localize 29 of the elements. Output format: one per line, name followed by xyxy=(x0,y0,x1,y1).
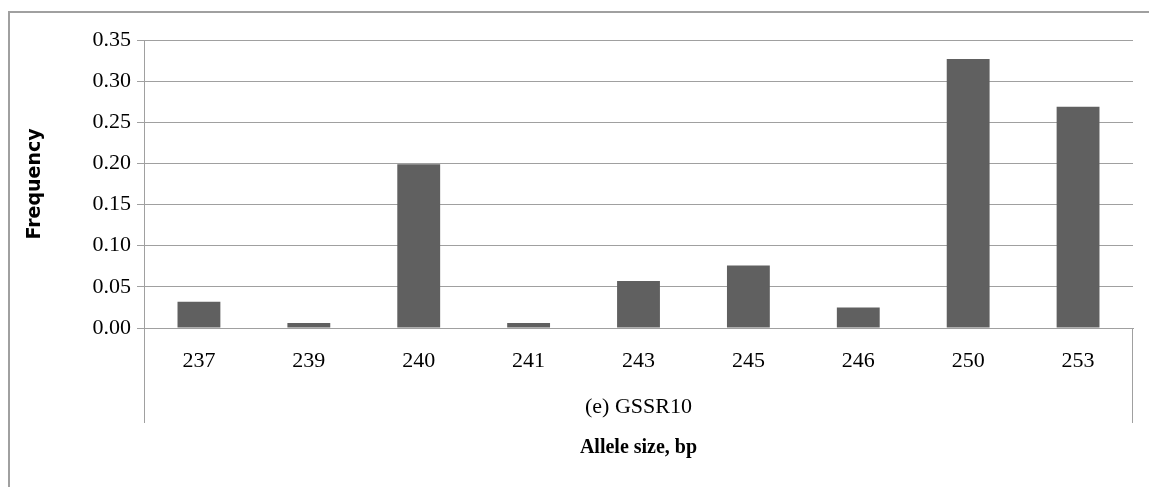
x-tick-label: 237 xyxy=(182,346,216,372)
y-tick-label: 0.25 xyxy=(92,108,131,134)
x-tick-label: 250 xyxy=(951,346,985,372)
x-tick-label: 241 xyxy=(512,346,546,372)
x-tick-label: 240 xyxy=(402,346,436,372)
x-tick-label: 243 xyxy=(622,346,655,372)
bar xyxy=(726,265,770,328)
x-tick-label: 246 xyxy=(841,346,875,372)
y-tick-label: 0.35 xyxy=(92,25,131,51)
y-tick-label: 0.30 xyxy=(92,66,131,92)
x-tick-label: 239 xyxy=(292,346,326,372)
bar xyxy=(397,164,441,328)
bar xyxy=(177,301,221,328)
y-axis-title: Frequency xyxy=(22,127,45,240)
text: (e) GSSR10 xyxy=(585,392,692,418)
bar xyxy=(507,323,551,328)
x-axis-title: Allele size, bp xyxy=(579,435,698,459)
bar xyxy=(946,58,990,328)
bar xyxy=(836,307,880,328)
bar xyxy=(617,281,660,328)
y-tick-label: 0.00 xyxy=(92,313,131,339)
x-tick-label: 245 xyxy=(731,346,765,372)
y-tick-label: 0.20 xyxy=(92,149,131,175)
bar xyxy=(1056,106,1100,328)
y-tick-label: 0.05 xyxy=(92,272,131,298)
y-tick-label: 0.10 xyxy=(92,231,131,257)
y-tick-label: 0.15 xyxy=(92,190,131,216)
x-tick-label: 253 xyxy=(1061,346,1095,372)
bar xyxy=(287,323,331,328)
